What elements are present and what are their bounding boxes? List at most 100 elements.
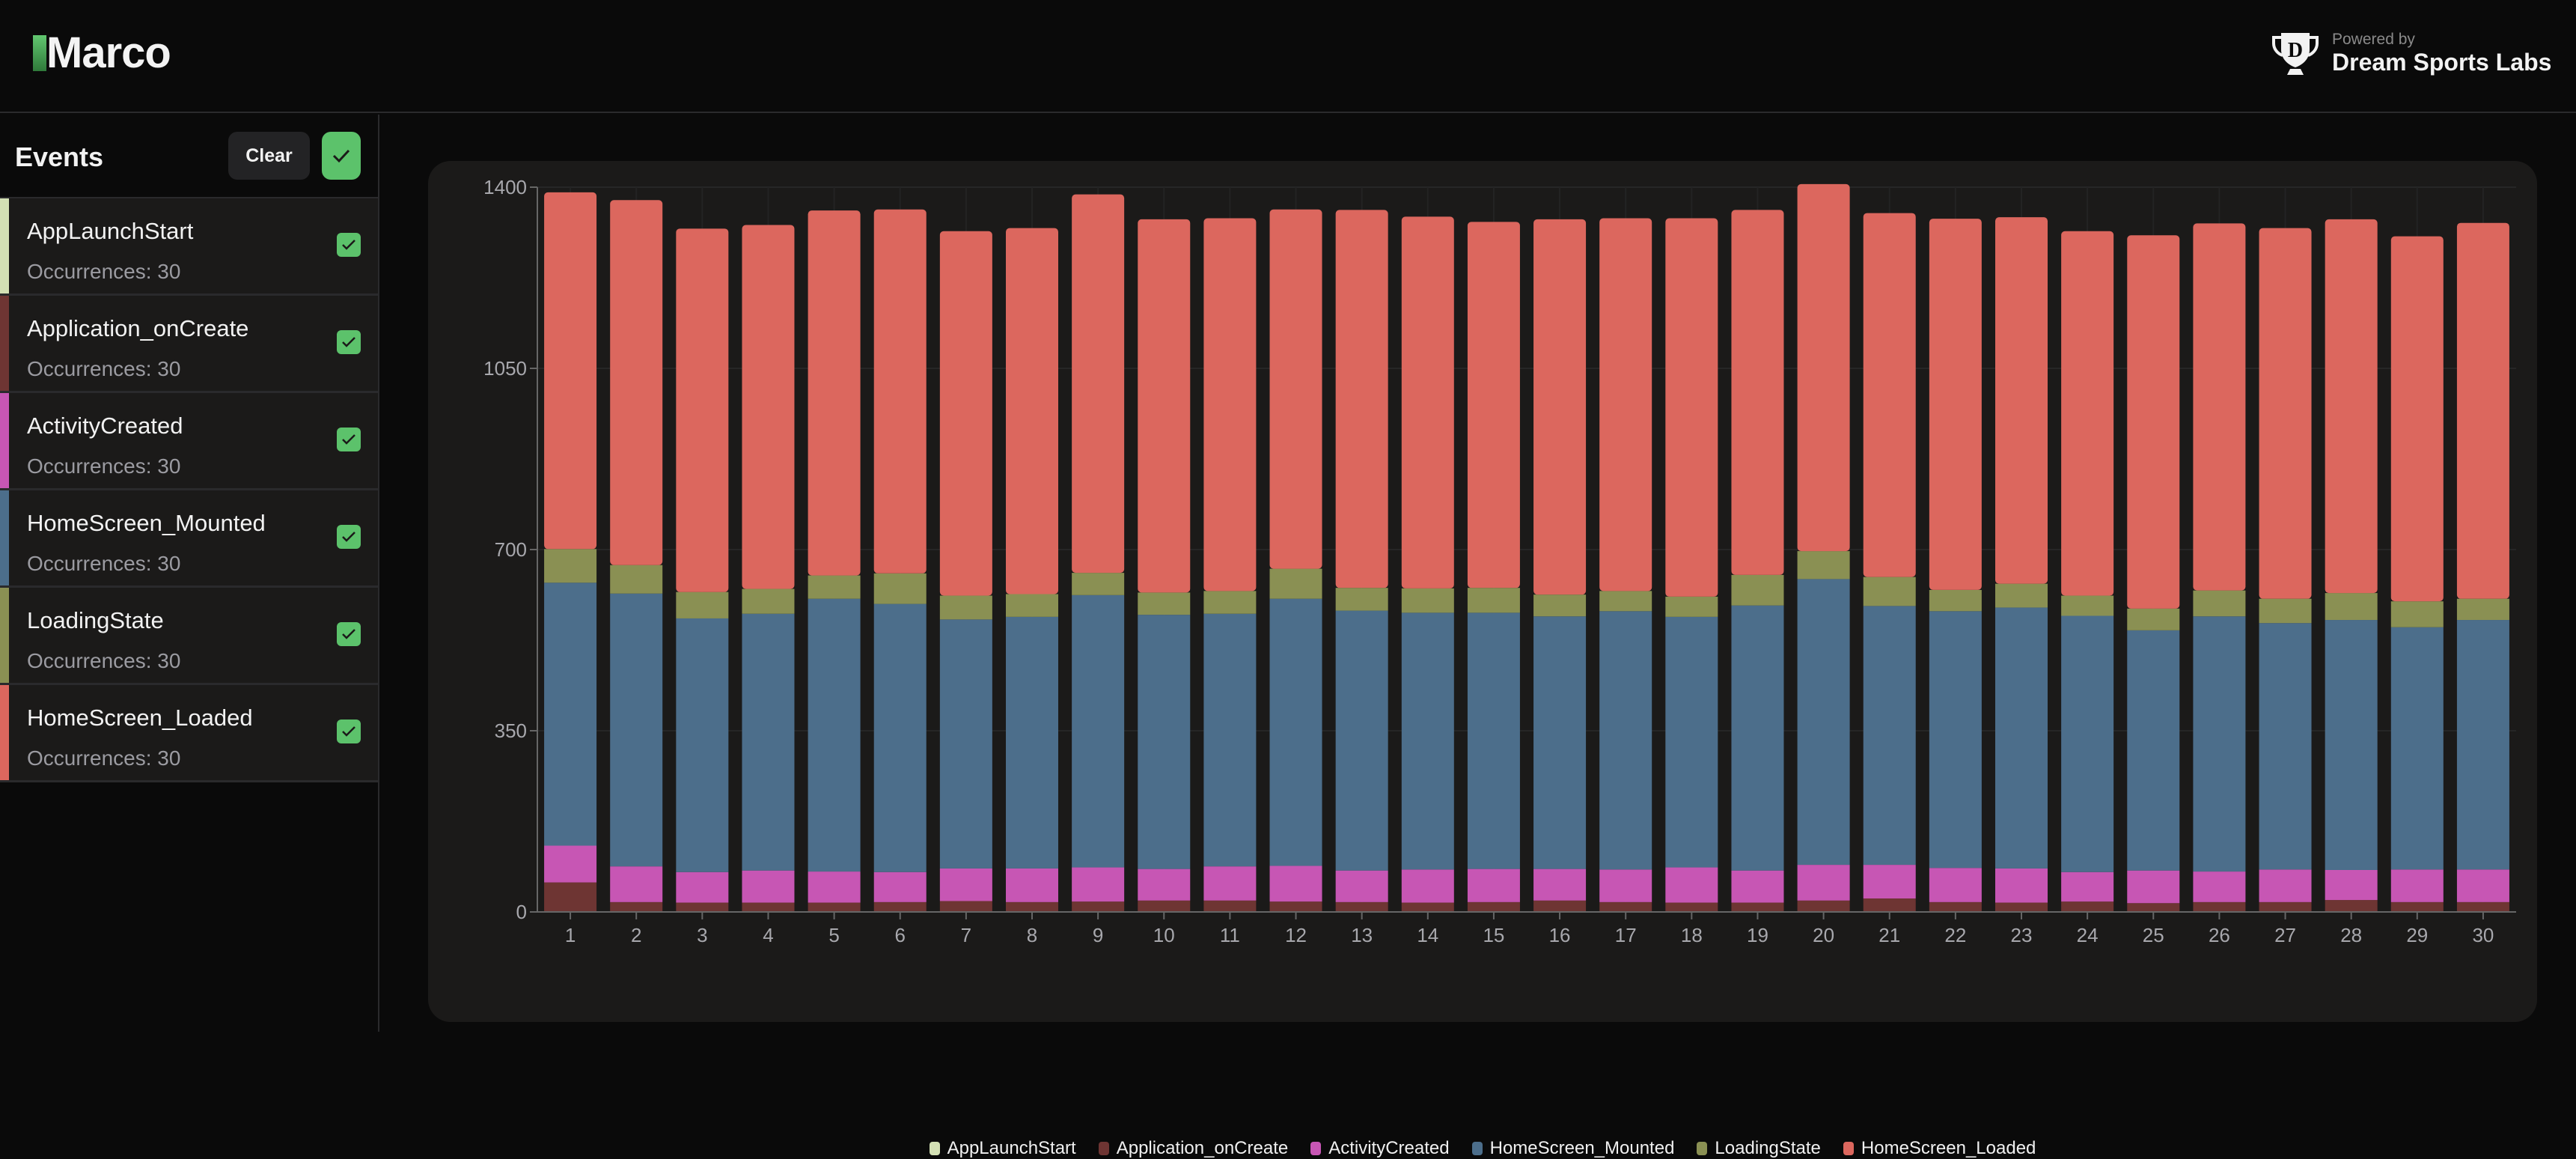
bar-segment-ActivityCreated <box>1335 870 1388 902</box>
legend-item[interactable]: LoadingState <box>1697 1138 1821 1159</box>
bar-segment-Application_onCreate <box>1138 900 1191 912</box>
bar-segment-Application_onCreate <box>544 882 597 912</box>
bar-segment-HomeScreen_Mounted <box>1731 605 1784 871</box>
bar-segment-LoadingState <box>2325 593 2378 621</box>
bar-segment-Application_onCreate <box>1995 902 2048 912</box>
event-occurrences: Occurrences: 30 <box>27 552 181 575</box>
event-checkbox[interactable] <box>337 233 361 257</box>
bar-segment-HomeScreen_Mounted <box>873 603 927 872</box>
bar-segment-ActivityCreated <box>1731 870 1784 903</box>
bar-segment-HomeScreen_Mounted <box>2456 620 2509 870</box>
bar-segment-HomeScreen_Mounted <box>2325 620 2378 870</box>
legend-swatch <box>1843 1142 1854 1155</box>
x-tick-label: 29 <box>2406 924 2428 946</box>
event-item[interactable]: Application_onCreate Occurrences: 30 <box>0 296 378 393</box>
select-all-checkbox[interactable] <box>322 132 361 180</box>
event-checkbox[interactable] <box>337 330 361 354</box>
x-tick-label: 24 <box>2077 924 2099 946</box>
legend-item[interactable]: HomeScreen_Loaded <box>1843 1138 2036 1159</box>
legend-label: HomeScreen_Loaded <box>1861 1138 2036 1158</box>
bar-segment-LoadingState <box>1665 596 1718 617</box>
bar-segment-HomeScreen_Mounted <box>2193 616 2246 872</box>
bar-segment-ActivityCreated <box>2259 869 2312 902</box>
bar-segment-HomeScreen_Mounted <box>610 593 663 867</box>
bar-segment-HomeScreen_Loaded <box>1599 218 1652 591</box>
event-occurrences: Occurrences: 30 <box>27 649 181 672</box>
bar-segment-HomeScreen_Loaded <box>1863 213 1916 577</box>
legend-item[interactable]: HomeScreen_Mounted <box>1471 1138 1675 1159</box>
bar-segment-HomeScreen_Mounted <box>808 598 861 872</box>
bar-segment-ActivityCreated <box>939 868 992 901</box>
event-item[interactable]: HomeScreen_Loaded Occurrences: 30 <box>0 685 378 782</box>
chart-legend: AppLaunchStart Application_onCreate Activi… <box>428 1138 2537 1159</box>
event-color-stripe <box>0 393 9 488</box>
event-item[interactable]: HomeScreen_Mounted Occurrences: 30 <box>0 490 378 588</box>
x-tick-label: 8 <box>1027 924 1037 946</box>
event-checkbox[interactable] <box>337 622 361 646</box>
x-tick-label: 26 <box>2209 924 2230 946</box>
check-icon <box>342 434 355 445</box>
bar-segment-Application_onCreate <box>1665 902 1718 912</box>
event-color-stripe <box>0 490 9 585</box>
event-item[interactable]: AppLaunchStart Occurrences: 30 <box>0 198 378 296</box>
bar-segment-Application_onCreate <box>808 902 861 912</box>
event-name: ActivityCreated <box>27 413 183 439</box>
bar-segment-HomeScreen_Loaded <box>1138 219 1191 593</box>
x-tick-label: 25 <box>2143 924 2164 946</box>
bar-segment-LoadingState <box>1731 574 1784 606</box>
bar-segment-HomeScreen_Loaded <box>1203 218 1257 591</box>
bar-segment-Application_onCreate <box>1929 901 1982 912</box>
x-tick-label: 15 <box>1483 924 1504 946</box>
bar-segment-LoadingState <box>1995 583 2048 608</box>
bar-segment-Application_onCreate <box>1797 900 1850 912</box>
bar-segment-HomeScreen_Loaded <box>939 231 992 596</box>
bar-segment-Application_onCreate <box>742 902 795 912</box>
bar-segment-HomeScreen_Loaded <box>544 192 597 550</box>
events-title: Events <box>15 142 104 172</box>
bar-segment-Application_onCreate <box>1863 898 1916 912</box>
bar-segment-LoadingState <box>1006 594 1058 617</box>
bar-segment-HomeScreen_Loaded <box>1665 218 1718 597</box>
bar-segment-HomeScreen_Mounted <box>1401 612 1454 870</box>
x-tick-label: 14 <box>1417 924 1438 946</box>
legend-label: HomeScreen_Mounted <box>1489 1138 1675 1158</box>
x-tick-label: 19 <box>1747 924 1768 946</box>
bar-segment-LoadingState <box>939 595 992 620</box>
legend-item[interactable]: AppLaunchStart <box>929 1138 1076 1159</box>
legend-item[interactable]: ActivityCreated <box>1310 1138 1450 1159</box>
bar-segment-LoadingState <box>1599 591 1652 612</box>
logo-mark-icon <box>33 35 46 71</box>
event-name: HomeScreen_Loaded <box>27 705 253 731</box>
bar-segment-LoadingState <box>2193 590 2246 617</box>
event-checkbox[interactable] <box>337 428 361 451</box>
bar-segment-Application_onCreate <box>610 901 663 912</box>
bar-segment-HomeScreen_Loaded <box>1995 217 2048 584</box>
event-occurrences: Occurrences: 30 <box>27 454 181 478</box>
event-checkbox[interactable] <box>337 720 361 743</box>
event-occurrences: Occurrences: 30 <box>27 260 181 283</box>
bar-segment-HomeScreen_Mounted <box>1995 607 2048 869</box>
event-item[interactable]: ActivityCreated Occurrences: 30 <box>0 393 378 490</box>
bar-segment-HomeScreen_Mounted <box>1665 616 1718 868</box>
bar-segment-ActivityCreated <box>1599 869 1652 902</box>
bar-segment-Application_onCreate <box>2061 901 2114 912</box>
event-item[interactable]: LoadingState Occurrences: 30 <box>0 588 378 685</box>
bar-segment-LoadingState <box>873 573 927 604</box>
x-tick-label: 18 <box>1681 924 1703 946</box>
clear-button[interactable]: Clear <box>228 132 310 180</box>
bar-segment-HomeScreen_Loaded <box>2193 223 2246 591</box>
legend-label: ActivityCreated <box>1328 1138 1450 1158</box>
bar-segment-LoadingState <box>2259 598 2312 624</box>
check-icon <box>342 532 355 542</box>
bar-segment-Application_onCreate <box>873 901 927 912</box>
app-header: Marco D Powered by Dream Sports Labs <box>0 0 2576 113</box>
event-checkbox[interactable] <box>337 525 361 549</box>
event-color-stripe <box>0 198 9 293</box>
powered-by: D Powered by Dream Sports Labs <box>2271 28 2551 78</box>
bar-segment-ActivityCreated <box>1269 866 1322 902</box>
powered-by-label: Powered by <box>2332 30 2415 48</box>
marco-logo[interactable]: Marco <box>33 31 171 75</box>
bar-segment-HomeScreen_Mounted <box>1797 579 1850 866</box>
legend-item[interactable]: Application_onCreate <box>1098 1138 1288 1159</box>
bar-segment-LoadingState <box>1467 588 1520 613</box>
